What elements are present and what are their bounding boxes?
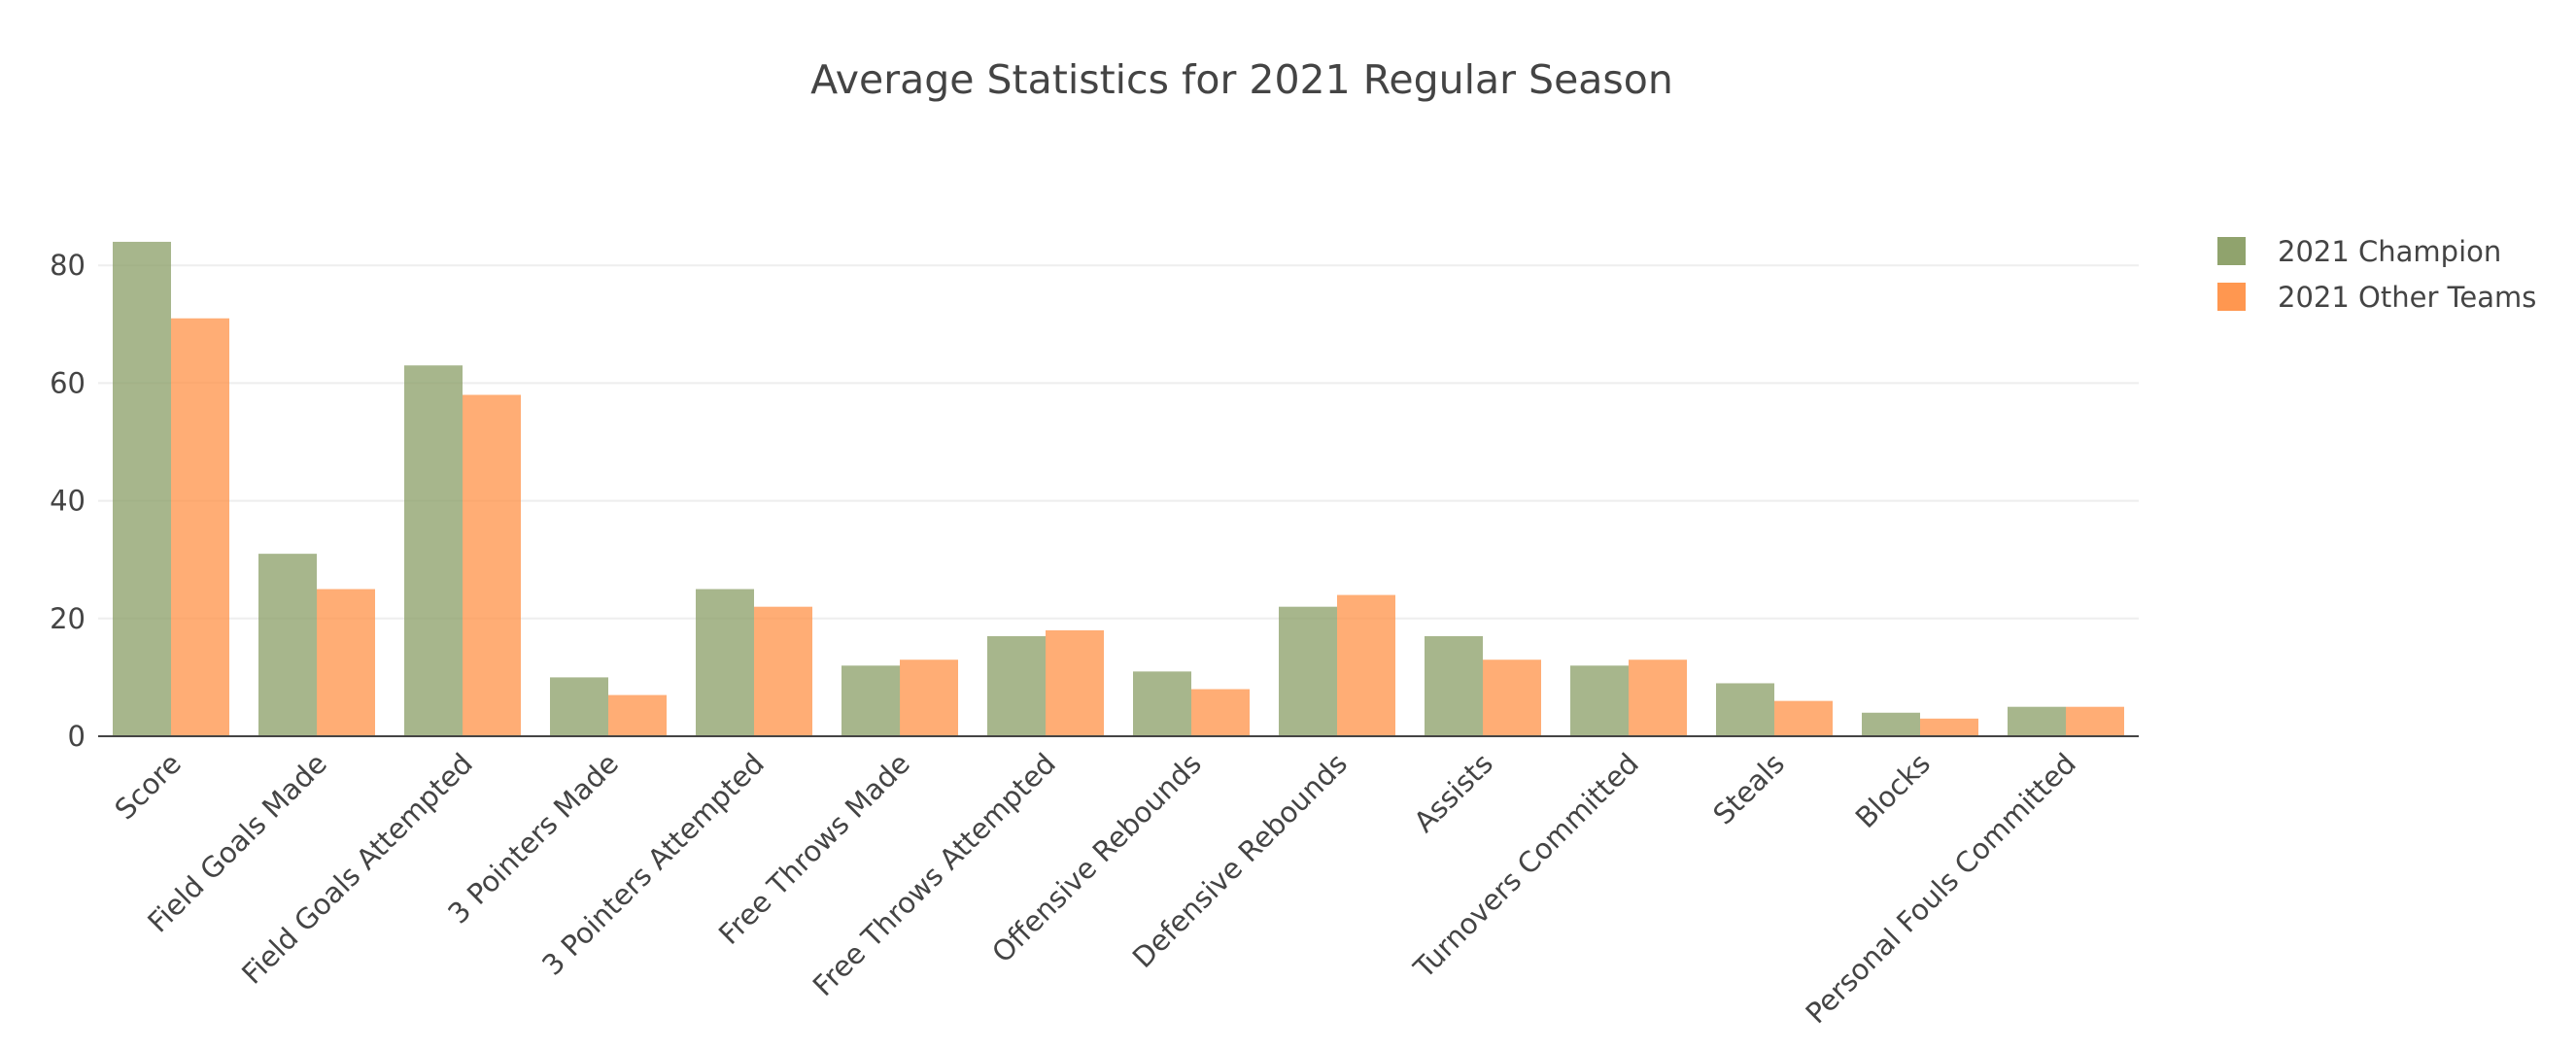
x-tick-label: Personal Fouls Committed <box>1799 747 2081 1030</box>
y-tick-label: 40 <box>50 485 86 518</box>
bar-other-teams[interactable] <box>1046 629 1104 736</box>
bars <box>113 241 2124 737</box>
bar-other-teams[interactable] <box>1774 700 1833 736</box>
legend-swatch[interactable] <box>2217 283 2246 311</box>
bar-champion[interactable] <box>550 677 608 736</box>
bar-other-teams[interactable] <box>2066 706 2124 736</box>
bar-champion[interactable] <box>987 635 1046 736</box>
y-tick-label: 60 <box>50 366 86 399</box>
y-tick-label: 20 <box>50 602 86 635</box>
y-tick-label: 80 <box>50 249 86 282</box>
legend: 2021 Champion 2021 Other Teams <box>2217 235 2536 314</box>
bar-champion[interactable] <box>1862 712 1920 736</box>
bar-champion[interactable] <box>1570 665 1629 736</box>
bar-other-teams[interactable] <box>1337 594 1395 736</box>
bar-champion[interactable] <box>696 589 754 737</box>
bar-other-teams[interactable] <box>1629 660 1687 736</box>
bar-champion[interactable] <box>1716 683 1774 736</box>
x-tick-label: Assists <box>1407 747 1499 839</box>
x-tick-label: Steals <box>1706 747 1791 831</box>
bar-other-teams[interactable] <box>1191 689 1250 736</box>
bar-champion[interactable] <box>1133 671 1191 736</box>
x-tick-label: Field Goals Attempted <box>235 747 479 991</box>
bar-champion[interactable] <box>2008 706 2066 736</box>
x-tick-label: Free Throws Attempted <box>807 747 1062 1002</box>
legend-label[interactable]: 2021 Other Teams <box>2278 281 2536 314</box>
bar-other-teams[interactable] <box>608 694 667 736</box>
bar-other-teams[interactable] <box>1920 718 1978 736</box>
bar-other-teams[interactable] <box>900 660 958 736</box>
bar-other-teams[interactable] <box>171 318 229 736</box>
bar-other-teams[interactable] <box>463 394 521 736</box>
legend-label[interactable]: 2021 Champion <box>2278 235 2501 268</box>
y-tick-label: 0 <box>68 720 86 753</box>
bar-champion[interactable] <box>404 365 463 736</box>
y-axis-ticks: 0 20 40 60 80 <box>50 249 86 753</box>
bar-champion[interactable] <box>1425 635 1483 736</box>
legend-swatch[interactable] <box>2217 237 2246 265</box>
x-tick-label: Blocks <box>1849 747 1937 834</box>
bar-champion[interactable] <box>113 241 171 736</box>
bar-champion[interactable] <box>258 554 317 736</box>
bar-champion[interactable] <box>1279 606 1337 736</box>
bar-other-teams[interactable] <box>1483 660 1541 736</box>
bar-other-teams[interactable] <box>317 589 375 737</box>
chart-title: Average Statistics for 2021 Regular Seas… <box>810 56 1673 103</box>
bar-champion[interactable] <box>841 665 900 736</box>
x-tick-label: Score <box>108 747 187 826</box>
bar-other-teams[interactable] <box>754 606 812 736</box>
